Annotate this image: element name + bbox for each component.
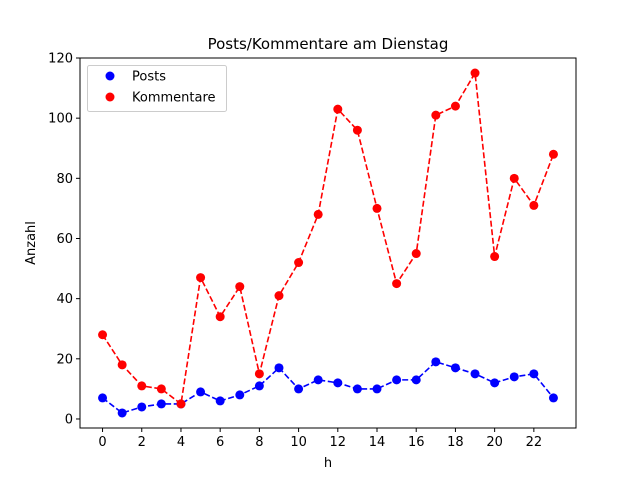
data-point-kommentare-19[interactable]: [470, 68, 480, 78]
data-point-posts-20[interactable]: [490, 378, 500, 388]
data-point-kommentare-13[interactable]: [352, 125, 362, 135]
data-point-kommentare-3[interactable]: [156, 384, 166, 394]
x-tick-label-12: 12: [330, 435, 347, 450]
data-point-posts-13[interactable]: [352, 384, 362, 394]
data-point-kommentare-0[interactable]: [98, 330, 108, 340]
data-point-posts-1[interactable]: [117, 408, 127, 418]
x-tick-label-4: 4: [177, 435, 185, 450]
data-point-kommentare-6[interactable]: [215, 312, 225, 322]
data-point-posts-2[interactable]: [137, 402, 147, 412]
data-point-kommentare-10[interactable]: [294, 258, 304, 268]
data-point-posts-14[interactable]: [372, 384, 382, 394]
y-tick-label-120: 120: [48, 52, 73, 67]
data-point-kommentare-22[interactable]: [529, 200, 539, 210]
data-point-kommentare-4[interactable]: [176, 399, 186, 409]
y-tick-label-20: 20: [56, 352, 73, 367]
x-tick-label-0: 0: [98, 435, 106, 450]
data-point-kommentare-14[interactable]: [372, 203, 382, 213]
data-point-posts-21[interactable]: [509, 372, 519, 382]
x-axis: 0 2 4 6 8 10 12 14 16 18 20 22: [98, 428, 542, 450]
legend-label-posts: Posts: [132, 70, 166, 85]
data-point-kommentare-23[interactable]: [548, 149, 558, 159]
data-point-posts-16[interactable]: [411, 375, 421, 385]
data-point-posts-6[interactable]: [215, 396, 225, 406]
data-point-posts-5[interactable]: [196, 387, 206, 397]
data-point-kommentare-17[interactable]: [431, 110, 441, 120]
data-point-kommentare-1[interactable]: [117, 360, 127, 370]
data-point-kommentare-5[interactable]: [196, 273, 206, 283]
x-tick-label-10: 10: [290, 435, 307, 450]
x-tick-label-14: 14: [369, 435, 386, 450]
data-point-posts-22[interactable]: [529, 369, 539, 379]
chart-title: Posts/Kommentare am Dienstag: [208, 35, 449, 53]
data-point-kommentare-7[interactable]: [235, 282, 245, 292]
data-point-posts-0[interactable]: [98, 393, 108, 403]
x-tick-label-6: 6: [216, 435, 224, 450]
data-point-posts-19[interactable]: [470, 369, 480, 379]
data-point-posts-7[interactable]: [235, 390, 245, 400]
x-tick-label-22: 22: [526, 435, 543, 450]
data-point-kommentare-11[interactable]: [313, 209, 323, 219]
y-tick-label-100: 100: [48, 112, 73, 127]
x-tick-label-2: 2: [138, 435, 146, 450]
data-point-kommentare-15[interactable]: [392, 279, 402, 289]
legend-label-kommentare: Kommentare: [132, 91, 216, 106]
plot-frame: [79, 57, 577, 429]
y-tick-label-40: 40: [56, 292, 73, 307]
x-tick-label-18: 18: [447, 435, 464, 450]
y-tick-label-0: 0: [65, 412, 73, 427]
data-point-posts-3[interactable]: [156, 399, 166, 409]
data-point-posts-17[interactable]: [431, 357, 441, 367]
data-point-kommentare-18[interactable]: [450, 101, 460, 111]
data-point-posts-15[interactable]: [392, 375, 402, 385]
x-tick-label-16: 16: [408, 435, 425, 450]
legend-marker-kommentare: [105, 92, 115, 102]
data-point-kommentare-21[interactable]: [509, 173, 519, 183]
legend-box: [87, 65, 227, 112]
x-axis-label: h: [324, 456, 332, 471]
data-point-kommentare-8[interactable]: [254, 369, 264, 379]
data-point-kommentare-12[interactable]: [333, 104, 343, 114]
plot-background: [80, 58, 576, 428]
y-axis-label: Anzahl: [24, 221, 39, 265]
legend[interactable]: Posts Kommentare: [87, 65, 227, 112]
data-point-kommentare-9[interactable]: [274, 291, 284, 301]
series-kommentare: [98, 68, 558, 409]
legend-marker-posts: [105, 71, 115, 81]
data-point-posts-18[interactable]: [450, 363, 460, 373]
data-point-kommentare-16[interactable]: [411, 249, 421, 259]
data-point-posts-9[interactable]: [274, 363, 284, 373]
x-tick-label-8: 8: [255, 435, 263, 450]
y-tick-label-60: 60: [56, 232, 73, 247]
plot-area: [79, 57, 577, 429]
data-point-posts-23[interactable]: [548, 393, 558, 403]
x-tick-label-20: 20: [486, 435, 503, 450]
series-layer: [98, 68, 558, 418]
data-point-posts-12[interactable]: [333, 378, 343, 388]
legend-entry-posts[interactable]: Posts: [105, 70, 167, 85]
data-point-posts-10[interactable]: [294, 384, 304, 394]
data-point-kommentare-20[interactable]: [490, 252, 500, 262]
y-tick-label-80: 80: [56, 172, 73, 187]
data-point-posts-8[interactable]: [254, 381, 264, 391]
data-point-kommentare-2[interactable]: [137, 381, 147, 391]
y-axis: 0 20 40 60 80 100 120: [48, 52, 80, 427]
data-point-posts-11[interactable]: [313, 375, 323, 385]
legend-entry-kommentare[interactable]: Kommentare: [105, 91, 216, 106]
